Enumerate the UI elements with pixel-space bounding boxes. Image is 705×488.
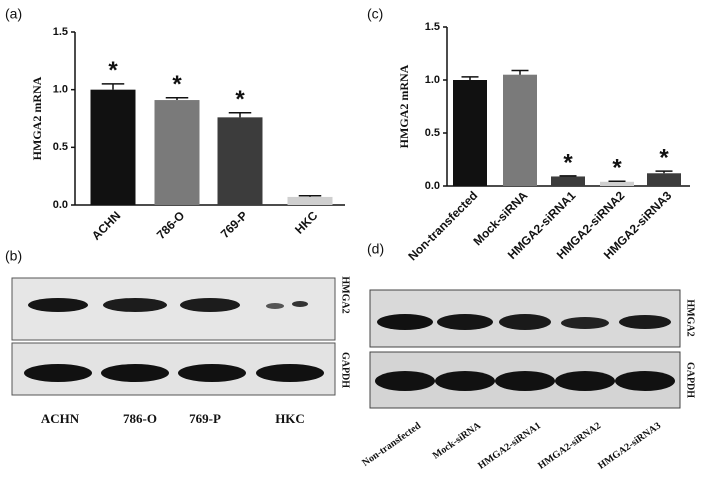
error-bar <box>101 83 125 90</box>
band-label: GAPDH <box>685 362 696 398</box>
bar <box>154 100 200 205</box>
bar <box>217 117 263 205</box>
lane-label: HMGA2-siRNA1 <box>476 420 543 471</box>
significance-marker: * <box>659 145 669 172</box>
bar <box>600 181 634 186</box>
error-bar <box>511 69 529 75</box>
significance-marker: * <box>108 57 118 84</box>
error-bar <box>461 76 479 80</box>
lane-label: ACHN <box>41 411 80 426</box>
lane-label: HMGA2-siRNA3 <box>596 420 663 471</box>
y-axis-label: HMGA2 mRNA <box>397 64 411 148</box>
y-tick-label: 0.5 <box>425 127 440 139</box>
y-tick-label: 1.0 <box>425 74 440 86</box>
error-bar <box>608 180 626 182</box>
blot-b <box>11 277 336 396</box>
error-bar <box>559 175 577 177</box>
y-tick-label: 0.0 <box>53 199 68 211</box>
error-bar <box>298 195 322 197</box>
lane-label: HKC <box>275 411 305 426</box>
band-label: GAPDH <box>340 352 351 388</box>
significance-marker: * <box>612 155 622 182</box>
y-tick-label: 0.5 <box>53 141 68 153</box>
lane-label: Mock-siRNA <box>431 420 484 462</box>
error-bar <box>655 170 673 174</box>
x-tick-label: Non-transfected <box>405 188 480 263</box>
lane-label: Non-transfected <box>360 420 423 469</box>
y-tick-label: 0.0 <box>425 180 440 192</box>
panel-label: (c) <box>367 6 383 22</box>
y-tick-label: 1.0 <box>53 84 68 96</box>
lane-label: HMGA2-siRNA2 <box>536 420 603 471</box>
significance-marker: * <box>563 149 573 176</box>
lane-label: 786-O <box>123 411 157 426</box>
band-label: HMGA2 <box>340 276 351 313</box>
significance-marker: * <box>172 71 182 98</box>
significance-marker: * <box>235 86 245 113</box>
bar <box>287 196 333 205</box>
bar <box>503 74 537 186</box>
x-tick-label: 786-O <box>154 208 187 241</box>
panel-label: (b) <box>5 248 22 264</box>
lane-label: 769-P <box>189 411 221 426</box>
y-tick-label: 1.5 <box>53 26 68 38</box>
error-bar <box>165 96 189 101</box>
bar <box>90 89 136 205</box>
bar <box>453 80 487 186</box>
x-tick-label: ACHN <box>89 208 123 242</box>
bar <box>647 173 681 186</box>
x-tick-label: 769-P <box>218 208 251 241</box>
x-tick-label: HKC <box>292 208 321 237</box>
blot-d <box>369 289 681 409</box>
band-label: HMGA2 <box>685 299 696 336</box>
bar <box>551 176 585 186</box>
y-axis-label: HMGA2 mRNA <box>30 76 44 160</box>
panel-label: (d) <box>367 241 384 257</box>
error-bar <box>228 111 252 118</box>
y-tick-label: 1.5 <box>425 21 440 33</box>
panel-label: (a) <box>5 6 22 22</box>
